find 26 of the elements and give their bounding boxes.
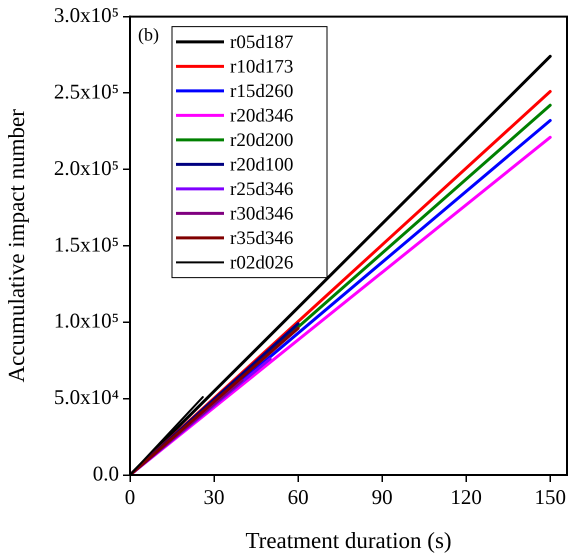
y-tick-label: 1.5x10⁵ (54, 232, 119, 256)
y-tick-label: 2.5x10⁵ (54, 80, 119, 104)
x-tick-label: 60 (288, 485, 309, 510)
legend-label: r20d346 (230, 105, 294, 126)
legend-label: r10d173 (230, 56, 294, 78)
legend-label: r25d346 (230, 178, 294, 200)
y-tick-label: 0.0 (92, 462, 119, 486)
legend-label: r05d187 (230, 32, 294, 53)
x-tick-label: 90 (372, 485, 393, 510)
x-tick-label: 0 (124, 485, 136, 510)
y-tick-label: 3.0x10⁵ (54, 3, 119, 28)
legend-label: r30d346 (230, 203, 294, 224)
legend-label: r20d100 (230, 154, 294, 176)
x-axis-title: Treatment duration (s) (245, 528, 452, 554)
x-tick-label: 30 (204, 485, 225, 510)
legend-label: r15d260 (230, 80, 294, 102)
annotation: (b) (138, 24, 159, 44)
legend-label: r20d200 (230, 130, 294, 151)
x-tick-label: 150 (534, 485, 566, 510)
y-tick-label: 1.0x10⁵ (54, 308, 119, 333)
y-tick-label: 2.0x10⁵ (54, 156, 119, 180)
legend-label: r35d346 (230, 228, 294, 249)
x-tick-label: 120 (450, 485, 482, 510)
y-axis-title: Accumulative impact number (4, 108, 29, 382)
y-tick-label: 5.0x10⁴ (54, 385, 119, 410)
legend-label: r02d026 (230, 252, 294, 274)
